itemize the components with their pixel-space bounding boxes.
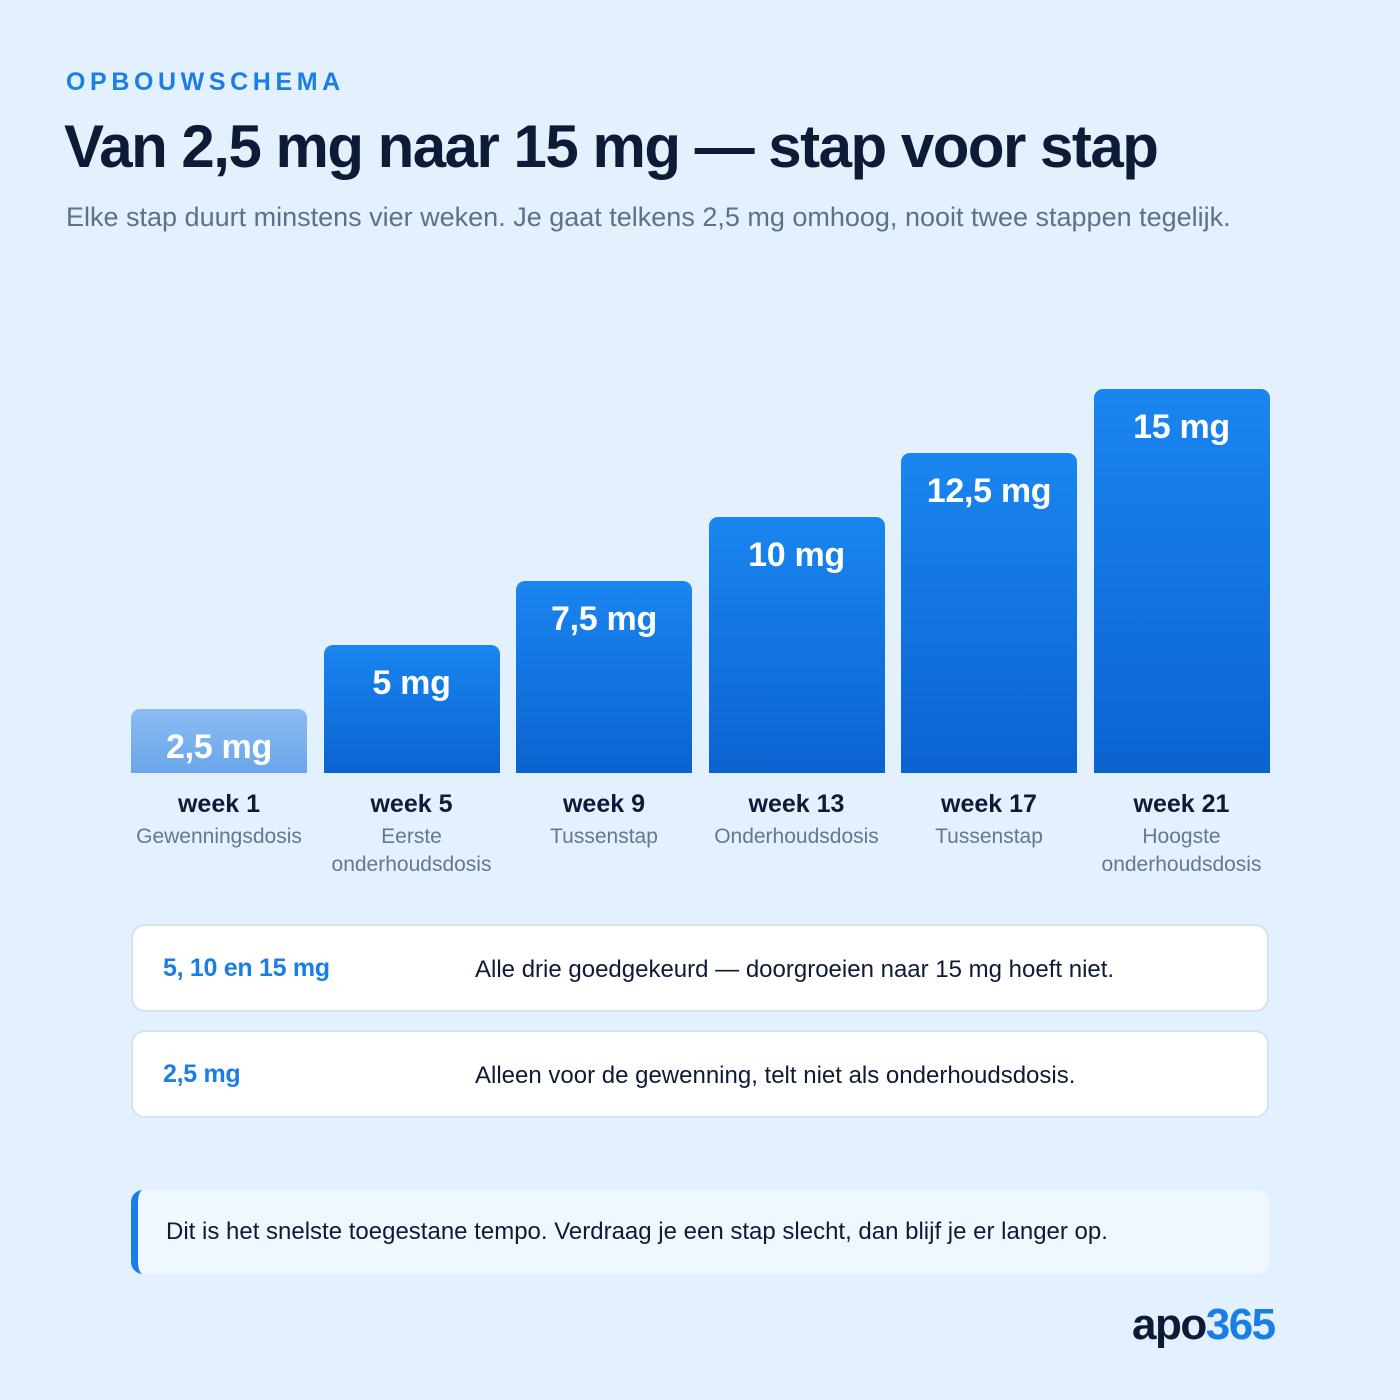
callout: Dit is het snelste toegestane tempo. Ver… [131,1190,1269,1274]
category-label: week 1 Gewenningsdosis [119,789,319,851]
note-key: 5, 10 en 15 mg [163,954,330,982]
category-description: Onderhoudsdosis [714,825,879,848]
category-description: Tussenstap [550,825,658,848]
bar-week-13: 10 mg [708,517,885,773]
callout-text: Dit is het snelste toegestane tempo. Ver… [166,1218,1108,1245]
category-description: Eerste onderhoudsdosis [331,825,492,876]
logo-number: 365 [1205,1300,1276,1349]
page-title: Van 2,5 mg naar 15 mg — stap voor stap [64,113,1159,180]
bar-value-label: 7,5 mg [551,600,657,638]
category-week: week 1 [177,790,260,818]
bar-value-label: 5 mg [372,664,451,702]
eyebrow: OPBOUWSCHEMA [66,68,345,96]
note-text: Alleen voor de gewenning, telt niet als … [475,1062,1076,1089]
bar-week-9: 7,5 mg [516,581,692,773]
note-text: Alle drie goedgekeurd — doorgroeien naar… [475,956,1115,983]
bar-value-label: 10 mg [748,536,845,574]
note-key: 2,5 mg [163,1060,241,1088]
category-week: week 21 [1133,790,1230,818]
category-label: week 9 Tussenstap [504,789,704,851]
category-label: week 21 Hoogste onderhoudsdosis [1082,789,1282,879]
bar-week-5: 5 mg [323,645,500,773]
page-subtitle: Elke stap duurt minstens vier weken. Je … [66,202,1231,232]
category-label: week 17 Tussenstap [889,789,1089,851]
bar-value-label: 12,5 mg [926,472,1052,510]
category-week: week 17 [941,790,1037,818]
bar-value-label: 2,5 mg [166,728,272,766]
category-label: week 13 Onderhoudsdosis [697,789,897,851]
bar-week-17: 12,5 mg [901,453,1077,773]
category-week: week 9 [562,790,645,818]
bar-value-label: 15 mg [1133,408,1230,446]
bar-week-21: 15 mg [1093,389,1270,773]
category-week: week 13 [748,790,845,818]
note-card-starter: 2,5 mg Alleen voor de gewenning, telt ni… [131,1030,1269,1118]
category-description: Tussenstap [935,825,1043,848]
logo-prefix: apo [1132,1300,1207,1349]
category-description: Gewenningsdosis [136,825,302,848]
category-description: Hoogste onderhoudsdosis [1101,825,1262,876]
brand-logo: apo365 [1132,1300,1276,1350]
note-card-approved: 5, 10 en 15 mg Alle drie goedgekeurd — d… [131,924,1269,1012]
category-label: week 5 Eerste onderhoudsdosis [312,789,512,879]
category-week: week 5 [370,790,453,818]
bar-week-1: 2,5 mg [131,709,307,773]
